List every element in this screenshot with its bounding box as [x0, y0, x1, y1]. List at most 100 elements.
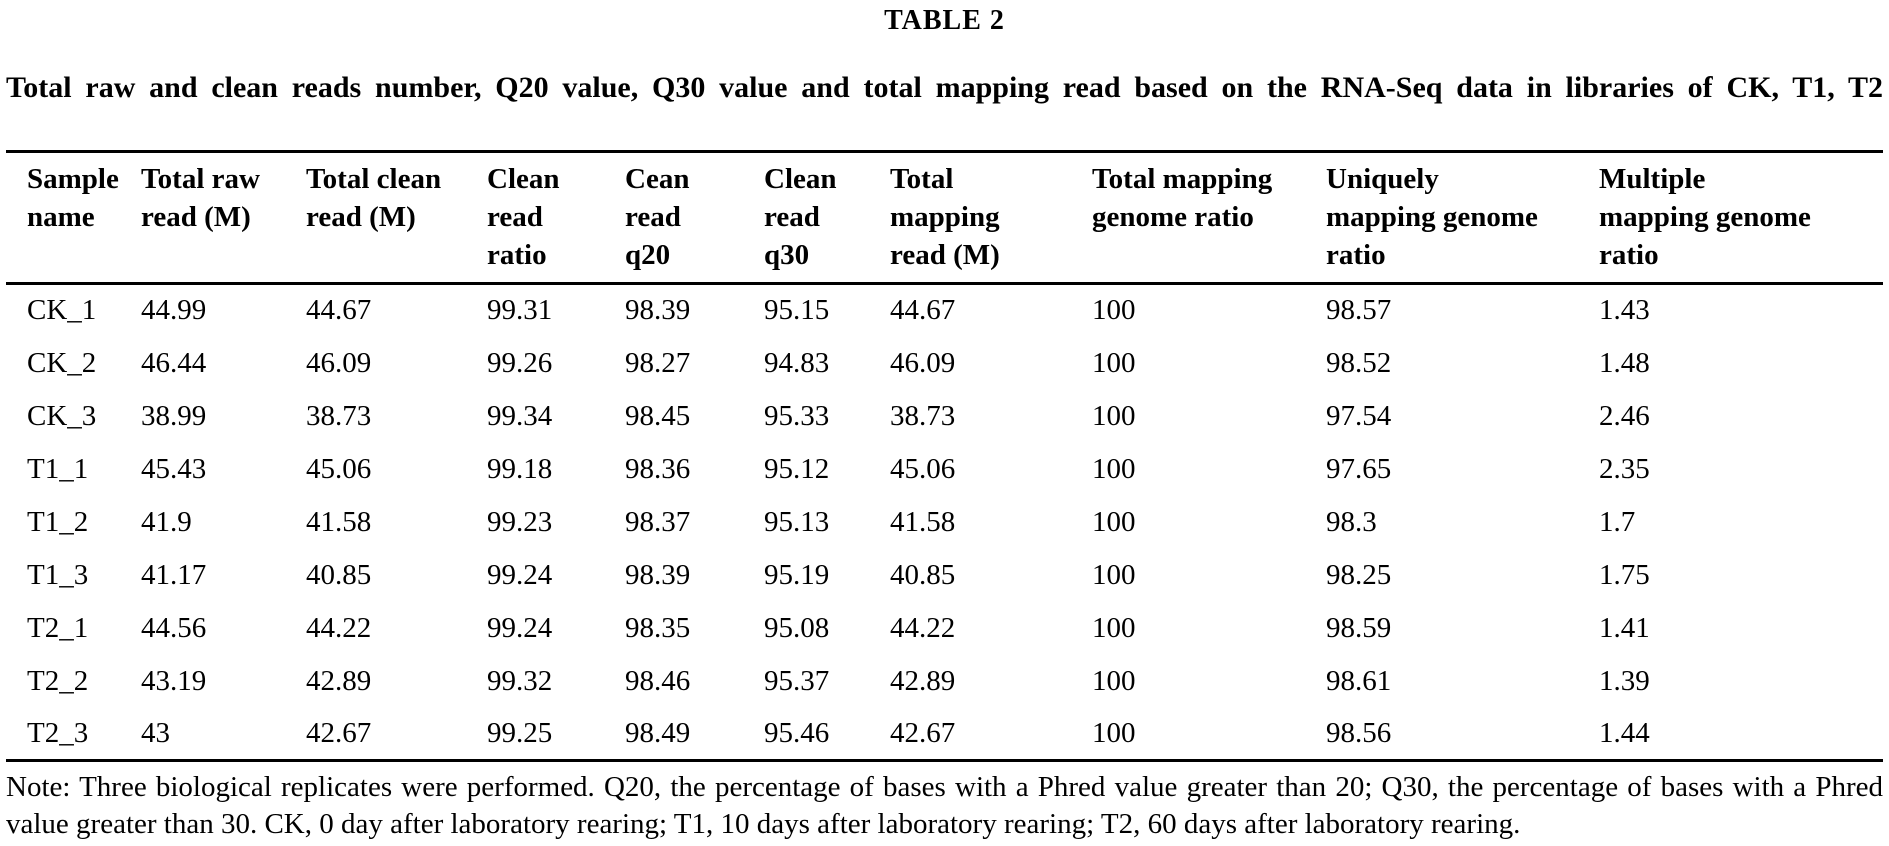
table-cell: 1.39 [1599, 664, 1650, 697]
column-header: Total raw read (M) [141, 151, 306, 285]
table-cell: 42.89 [890, 664, 956, 697]
table-cell: 44.67 [890, 294, 956, 327]
table-cell: 44.99 [141, 294, 207, 327]
table-cell: 100 [1092, 505, 1136, 538]
table-cell: 94.83 [764, 346, 830, 379]
table-cell: 1.41 [1599, 611, 1650, 644]
table-cell: 43 [141, 716, 170, 749]
table-cell: 42.67 [890, 716, 956, 749]
table-cell: 99.24 [487, 611, 553, 644]
table-cell: 98.27 [625, 346, 691, 379]
table-cell: 38.73 [890, 399, 956, 432]
table-cell: 46.09 [306, 346, 372, 379]
table-row: T2_2 43.19 42.89 99.32 98.46 95.37 42.89 100 98.… [6, 655, 1883, 708]
table-cell: 98.46 [625, 664, 691, 697]
table-cell: 95.33 [764, 399, 830, 432]
table-row: T1_2 41.9 41.58 99.23 98.37 95.13 41.58 100 98.3… [6, 496, 1883, 549]
table-cell: 38.99 [141, 399, 207, 432]
table-cell: 1.7 [1599, 505, 1636, 538]
table-cell: 98.56 [1326, 716, 1392, 749]
table-cell: 98.3 [1326, 505, 1377, 538]
table-cell: 99.18 [487, 452, 553, 485]
table-cell: 98.39 [625, 294, 691, 327]
table-cell: 1.44 [1599, 716, 1650, 749]
table-row: T1_3 41.17 40.85 99.24 98.39 95.19 40.85 100 98.… [6, 549, 1883, 602]
table-cell: 100 [1092, 346, 1136, 379]
table-cell: 42.89 [306, 664, 372, 697]
table-cell: 44.67 [306, 294, 372, 327]
table-row: CK_1 44.99 44.67 99.31 98.39 95.15 44.67 100 98.… [6, 284, 1883, 337]
table-row: CK_3 38.99 38.73 99.34 98.45 95.33 38.73 100 97.… [6, 390, 1883, 443]
table-caption: Total raw and clean reads number, Q20 va… [6, 71, 1883, 104]
table-cell: 44.22 [890, 611, 956, 644]
column-header: Total clean read (M) [306, 151, 487, 285]
table-cell: 98.52 [1326, 346, 1392, 379]
table-cell: 46.44 [141, 346, 207, 379]
column-header: Total mapping read (M) [890, 151, 1092, 285]
table-note: Note: Three biological replicates were p… [6, 771, 1883, 840]
table-cell: 100 [1092, 716, 1136, 749]
table-cell: 46.09 [890, 346, 956, 379]
table-cell: 45.06 [890, 452, 956, 485]
table-cell: 99.24 [487, 558, 553, 591]
table-cell: 41.17 [141, 558, 207, 591]
table-cell: 98.57 [1326, 294, 1392, 327]
table-cell: 100 [1092, 664, 1136, 697]
table-cell: 99.25 [487, 716, 553, 749]
column-header: Clean read q30 [764, 151, 890, 285]
rna-seq-stats-table: Sample name Total raw read (M) Total clean… [6, 150, 1883, 762]
column-header: Sample name [6, 151, 141, 285]
table-row: T2_1 44.56 44.22 99.24 98.35 95.08 44.22 100 98.… [6, 602, 1883, 655]
table-cell: 41.58 [306, 505, 372, 538]
table-cell: 98.45 [625, 399, 691, 432]
table-cell: 99.32 [487, 664, 553, 697]
table-cell: 100 [1092, 399, 1136, 432]
table-cell: 95.12 [764, 452, 830, 485]
table-cell: 98.39 [625, 558, 691, 591]
column-header: Clean read ratio [487, 151, 625, 285]
table-cell: 99.23 [487, 505, 553, 538]
table-cell: 40.85 [890, 558, 956, 591]
table-cell: 98.49 [625, 716, 691, 749]
table-cell: 45.06 [306, 452, 372, 485]
sample-name-cell: T1_2 [27, 505, 89, 538]
table-cell: 1.75 [1599, 558, 1650, 591]
table-cell: 98.61 [1326, 664, 1392, 697]
table-cell: 43.19 [141, 664, 207, 697]
table-cell: 100 [1092, 558, 1136, 591]
table-cell: 44.22 [306, 611, 372, 644]
table-cell: 1.43 [1599, 294, 1650, 327]
table-cell: 2.46 [1599, 399, 1650, 432]
table-cell: 98.37 [625, 505, 691, 538]
table-cell: 95.15 [764, 294, 830, 327]
table-cell: 95.13 [764, 505, 830, 538]
table-cell: 44.56 [141, 611, 207, 644]
table-cell: 45.43 [141, 452, 207, 485]
sample-name-cell: CK_3 [27, 399, 97, 432]
table-cell: 95.37 [764, 664, 830, 697]
column-header: Cean read q20 [625, 151, 764, 285]
table-cell: 41.9 [141, 505, 192, 538]
column-header: Total mapping genome ratio [1092, 151, 1326, 285]
table-cell: 99.34 [487, 399, 553, 432]
sample-name-cell: T2_3 [27, 716, 89, 749]
table-cell: 40.85 [306, 558, 372, 591]
sample-name-cell: T2_2 [27, 664, 89, 697]
sample-name-cell: T1_3 [27, 558, 89, 591]
table-cell: 98.25 [1326, 558, 1392, 591]
table-cell: 41.58 [890, 505, 956, 538]
table-cell: 95.46 [764, 716, 830, 749]
table-cell: 100 [1092, 294, 1136, 327]
table-cell: 95.08 [764, 611, 830, 644]
header-row: Sample name Total raw read (M) Total clean… [6, 151, 1883, 285]
sample-name-cell: CK_2 [27, 346, 97, 379]
table-row: T2_3 43 42.67 99.25 98.49 95.46 42.67 100 98.56 1… [6, 708, 1883, 761]
table-cell: 98.35 [625, 611, 691, 644]
table-cell: 2.35 [1599, 452, 1650, 485]
table-cell: 1.48 [1599, 346, 1650, 379]
table-number-label: TABLE 2 [884, 5, 1005, 36]
table-cell: 99.31 [487, 294, 553, 327]
table-cell: 97.54 [1326, 399, 1392, 432]
table-row: T1_1 45.43 45.06 99.18 98.36 95.12 45.06 100 97.… [6, 443, 1883, 496]
table-cell: 98.36 [625, 452, 691, 485]
